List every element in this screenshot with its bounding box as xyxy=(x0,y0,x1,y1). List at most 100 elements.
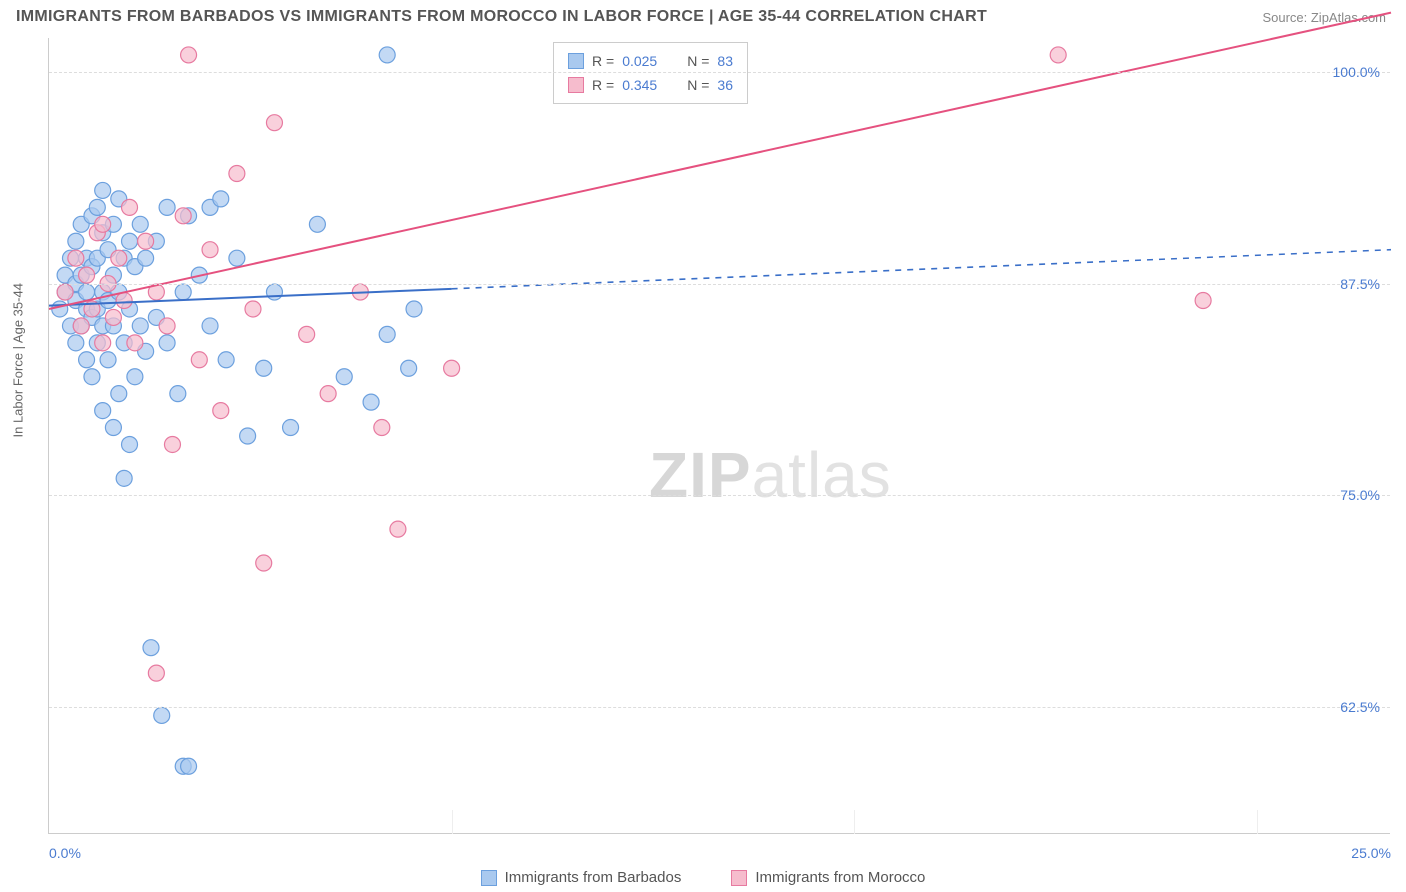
legend-n-label: N = xyxy=(687,73,709,97)
scatter-point xyxy=(84,369,100,385)
scatter-point xyxy=(148,665,164,681)
series-legend-item: Immigrants from Morocco xyxy=(731,869,925,886)
scatter-point xyxy=(240,428,256,444)
legend-swatch xyxy=(568,77,584,93)
chart-plot-area: R =0.025N =83R =0.345N =36 ZIPatlas 62.5… xyxy=(48,38,1390,834)
scatter-point xyxy=(73,318,89,334)
scatter-point xyxy=(57,284,73,300)
scatter-point xyxy=(95,182,111,198)
scatter-point xyxy=(111,386,127,402)
series-legend-item: Immigrants from Barbados xyxy=(481,869,682,886)
scatter-point xyxy=(283,420,299,436)
legend-row: R =0.345N =36 xyxy=(568,73,733,97)
scatter-point xyxy=(127,335,143,351)
series-name: Immigrants from Morocco xyxy=(755,869,925,886)
scatter-point xyxy=(89,199,105,215)
scatter-point xyxy=(229,250,245,266)
gridline-horizontal xyxy=(49,707,1390,708)
legend-n-label: N = xyxy=(687,49,709,73)
scatter-svg xyxy=(49,38,1390,833)
scatter-point xyxy=(175,208,191,224)
x-tick-label: 0.0% xyxy=(49,845,81,861)
scatter-point xyxy=(256,555,272,571)
scatter-point xyxy=(122,436,138,452)
scatter-point xyxy=(213,403,229,419)
scatter-point xyxy=(105,309,121,325)
scatter-point xyxy=(245,301,261,317)
scatter-point xyxy=(1195,293,1211,309)
scatter-point xyxy=(79,352,95,368)
series-legend: Immigrants from Barbados Immigrants from … xyxy=(0,869,1406,886)
legend-r-label: R = xyxy=(592,73,614,97)
scatter-point xyxy=(116,470,132,486)
scatter-point xyxy=(266,284,282,300)
scatter-point xyxy=(138,250,154,266)
chart-title: IMMIGRANTS FROM BARBADOS VS IMMIGRANTS F… xyxy=(16,8,987,26)
x-minor-tick xyxy=(452,810,453,834)
scatter-point xyxy=(111,250,127,266)
scatter-point xyxy=(95,216,111,232)
scatter-point xyxy=(191,352,207,368)
scatter-point xyxy=(52,301,68,317)
x-tick-label: 25.0% xyxy=(1351,845,1391,861)
scatter-point xyxy=(363,394,379,410)
scatter-point xyxy=(181,758,197,774)
scatter-point xyxy=(379,47,395,63)
scatter-point xyxy=(444,360,460,376)
scatter-point xyxy=(406,301,422,317)
scatter-point xyxy=(202,242,218,258)
gridline-horizontal xyxy=(49,72,1390,73)
scatter-point xyxy=(213,191,229,207)
scatter-point xyxy=(401,360,417,376)
scatter-point xyxy=(122,233,138,249)
scatter-point xyxy=(181,47,197,63)
correlation-legend-box: R =0.025N =83R =0.345N =36 xyxy=(553,42,748,104)
scatter-point xyxy=(95,403,111,419)
y-tick-label: 87.5% xyxy=(1340,276,1380,292)
scatter-point xyxy=(154,707,170,723)
y-tick-label: 75.0% xyxy=(1340,487,1380,503)
y-tick-label: 62.5% xyxy=(1340,699,1380,715)
x-minor-tick xyxy=(1257,810,1258,834)
scatter-point xyxy=(202,318,218,334)
legend-swatch xyxy=(731,870,747,886)
legend-r-value: 0.345 xyxy=(622,73,657,97)
scatter-point xyxy=(309,216,325,232)
scatter-point xyxy=(379,326,395,342)
scatter-point xyxy=(143,640,159,656)
scatter-point xyxy=(1050,47,1066,63)
legend-swatch xyxy=(568,53,584,69)
scatter-point xyxy=(105,420,121,436)
scatter-point xyxy=(68,233,84,249)
scatter-point xyxy=(132,318,148,334)
scatter-point xyxy=(218,352,234,368)
scatter-point xyxy=(374,420,390,436)
scatter-point xyxy=(299,326,315,342)
scatter-point xyxy=(68,335,84,351)
x-minor-tick xyxy=(854,810,855,834)
scatter-point xyxy=(170,386,186,402)
scatter-point xyxy=(175,284,191,300)
scatter-point xyxy=(116,293,132,309)
scatter-point xyxy=(95,335,111,351)
scatter-point xyxy=(68,250,84,266)
scatter-point xyxy=(164,436,180,452)
gridline-horizontal xyxy=(49,284,1390,285)
scatter-point xyxy=(100,352,116,368)
scatter-point xyxy=(79,267,95,283)
scatter-point xyxy=(159,335,175,351)
series-name: Immigrants from Barbados xyxy=(505,869,682,886)
y-axis-title: In Labor Force | Age 35-44 xyxy=(11,283,26,437)
legend-n-value: 83 xyxy=(717,49,733,73)
scatter-point xyxy=(127,369,143,385)
scatter-point xyxy=(159,318,175,334)
legend-r-label: R = xyxy=(592,49,614,73)
scatter-point xyxy=(132,216,148,232)
scatter-point xyxy=(159,199,175,215)
scatter-point xyxy=(79,284,95,300)
y-tick-label: 100.0% xyxy=(1333,64,1380,80)
gridline-horizontal xyxy=(49,495,1390,496)
scatter-point xyxy=(336,369,352,385)
scatter-point xyxy=(256,360,272,376)
scatter-point xyxy=(320,386,336,402)
